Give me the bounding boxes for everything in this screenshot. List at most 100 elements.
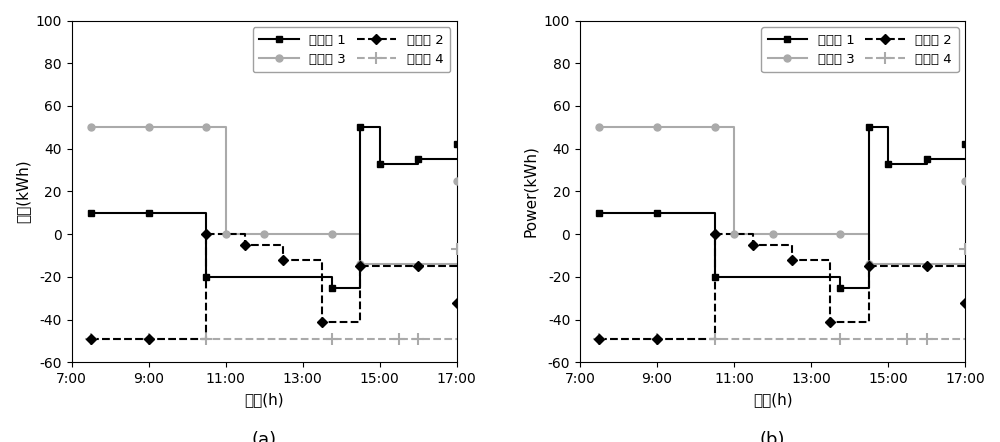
Legend: 产消者 1, 产消者 3, 产消者 2, 产消者 4: 产消者 1, 产消者 3, 产消者 2, 产消者 4 bbox=[253, 27, 450, 72]
产消者 1 bbox=[709, 210, 721, 216]
产消者 4 bbox=[200, 336, 212, 342]
产消者 2 bbox=[747, 232, 759, 237]
产消者 2 bbox=[593, 336, 605, 342]
产消者 2 bbox=[85, 336, 97, 342]
产消者 2 bbox=[786, 242, 798, 248]
产消者 3 bbox=[258, 232, 270, 237]
产消者 2 bbox=[709, 232, 721, 237]
产消者 2 bbox=[143, 336, 155, 342]
产消者 3 bbox=[728, 232, 740, 237]
产消者 4 bbox=[393, 336, 405, 342]
产消者 4 bbox=[901, 336, 913, 342]
产消者 3 bbox=[651, 125, 663, 130]
Line: 产消者 3: 产消者 3 bbox=[91, 127, 457, 264]
产消者 3 bbox=[200, 125, 212, 130]
产消者 2 bbox=[709, 336, 721, 342]
产消者 1 bbox=[412, 157, 424, 162]
产消者 4 bbox=[921, 336, 933, 342]
产消者 4 bbox=[834, 336, 846, 342]
产消者 2 bbox=[747, 242, 759, 248]
产消者 2 bbox=[863, 319, 875, 324]
产消者 2 bbox=[921, 263, 933, 269]
产消者 1 bbox=[143, 210, 155, 216]
Line: 产消者 1: 产消者 1 bbox=[599, 127, 965, 288]
产消者 3 bbox=[959, 262, 971, 267]
产消者 4 bbox=[709, 336, 721, 342]
产消者 4 bbox=[393, 336, 405, 342]
产消者 2 bbox=[354, 319, 366, 324]
产消者 1 bbox=[921, 161, 933, 166]
Y-axis label: 功率(kWh): 功率(kWh) bbox=[15, 160, 30, 223]
产消者 2 bbox=[316, 257, 328, 263]
产消者 3 bbox=[85, 125, 97, 130]
产消者 1 bbox=[143, 210, 155, 216]
产消者 3 bbox=[709, 125, 721, 130]
产消者 2 bbox=[354, 263, 366, 269]
产消者 1 bbox=[326, 274, 338, 280]
产消者 1 bbox=[709, 274, 721, 280]
产消者 2 bbox=[651, 336, 663, 342]
产消者 2 bbox=[239, 232, 251, 237]
产消者 2 bbox=[277, 242, 289, 248]
产消者 1 bbox=[882, 161, 894, 166]
产消者 3 bbox=[326, 232, 338, 237]
Line: 产消者 3: 产消者 3 bbox=[599, 127, 965, 264]
产消者 4 bbox=[593, 336, 605, 342]
产消者 1 bbox=[200, 274, 212, 280]
产消者 1 bbox=[834, 274, 846, 280]
产消者 4 bbox=[412, 336, 424, 342]
产消者 1 bbox=[863, 285, 875, 290]
产消者 1 bbox=[374, 161, 386, 166]
产消者 3 bbox=[709, 125, 721, 130]
产消者 2 bbox=[200, 232, 212, 237]
产消者 3 bbox=[728, 125, 740, 130]
产消者 2 bbox=[143, 336, 155, 342]
产消者 3 bbox=[143, 125, 155, 130]
产消者 3 bbox=[451, 262, 463, 267]
产消者 4 bbox=[709, 336, 721, 342]
产消者 4 bbox=[143, 336, 155, 342]
产消者 2 bbox=[316, 319, 328, 324]
产消者 4 bbox=[901, 336, 913, 342]
产消者 2 bbox=[200, 336, 212, 342]
产消者 4 bbox=[143, 336, 155, 342]
产消者 1 bbox=[863, 125, 875, 130]
产消者 3 bbox=[863, 262, 875, 267]
产消者 3 bbox=[258, 232, 270, 237]
产消者 2 bbox=[451, 263, 463, 269]
产消者 4 bbox=[412, 336, 424, 342]
X-axis label: 时间(h): 时间(h) bbox=[753, 392, 792, 407]
产消者 1 bbox=[651, 210, 663, 216]
产消者 1 bbox=[834, 285, 846, 290]
产消者 4 bbox=[85, 336, 97, 342]
Legend: 产消者 1, 产消者 3, 产消者 2, 产消者 4: 产消者 1, 产消者 3, 产消者 2, 产消者 4 bbox=[761, 27, 959, 72]
产消者 3 bbox=[326, 232, 338, 237]
产消者 1 bbox=[451, 157, 463, 162]
产消者 1 bbox=[412, 161, 424, 166]
产消者 2 bbox=[277, 257, 289, 263]
产消者 4 bbox=[451, 336, 463, 342]
产消者 2 bbox=[921, 263, 933, 269]
Text: (a): (a) bbox=[252, 431, 277, 442]
产消者 1 bbox=[326, 285, 338, 290]
产消者 2 bbox=[959, 263, 971, 269]
产消者 4 bbox=[326, 336, 338, 342]
产消者 1 bbox=[85, 210, 97, 216]
产消者 1 bbox=[921, 157, 933, 162]
产消者 3 bbox=[834, 232, 846, 237]
X-axis label: 时间(h): 时间(h) bbox=[244, 392, 284, 407]
产消者 4 bbox=[651, 336, 663, 342]
产消者 1 bbox=[882, 125, 894, 130]
产消者 4 bbox=[959, 336, 971, 342]
Line: 产消者 1: 产消者 1 bbox=[91, 127, 457, 288]
产消者 3 bbox=[220, 125, 232, 130]
产消者 2 bbox=[824, 257, 836, 263]
产消者 3 bbox=[354, 232, 366, 237]
Text: (b): (b) bbox=[760, 431, 785, 442]
产消者 3 bbox=[354, 262, 366, 267]
产消者 2 bbox=[863, 263, 875, 269]
产消者 3 bbox=[651, 125, 663, 130]
产消者 2 bbox=[786, 257, 798, 263]
产消者 1 bbox=[959, 157, 971, 162]
产消者 3 bbox=[767, 232, 779, 237]
